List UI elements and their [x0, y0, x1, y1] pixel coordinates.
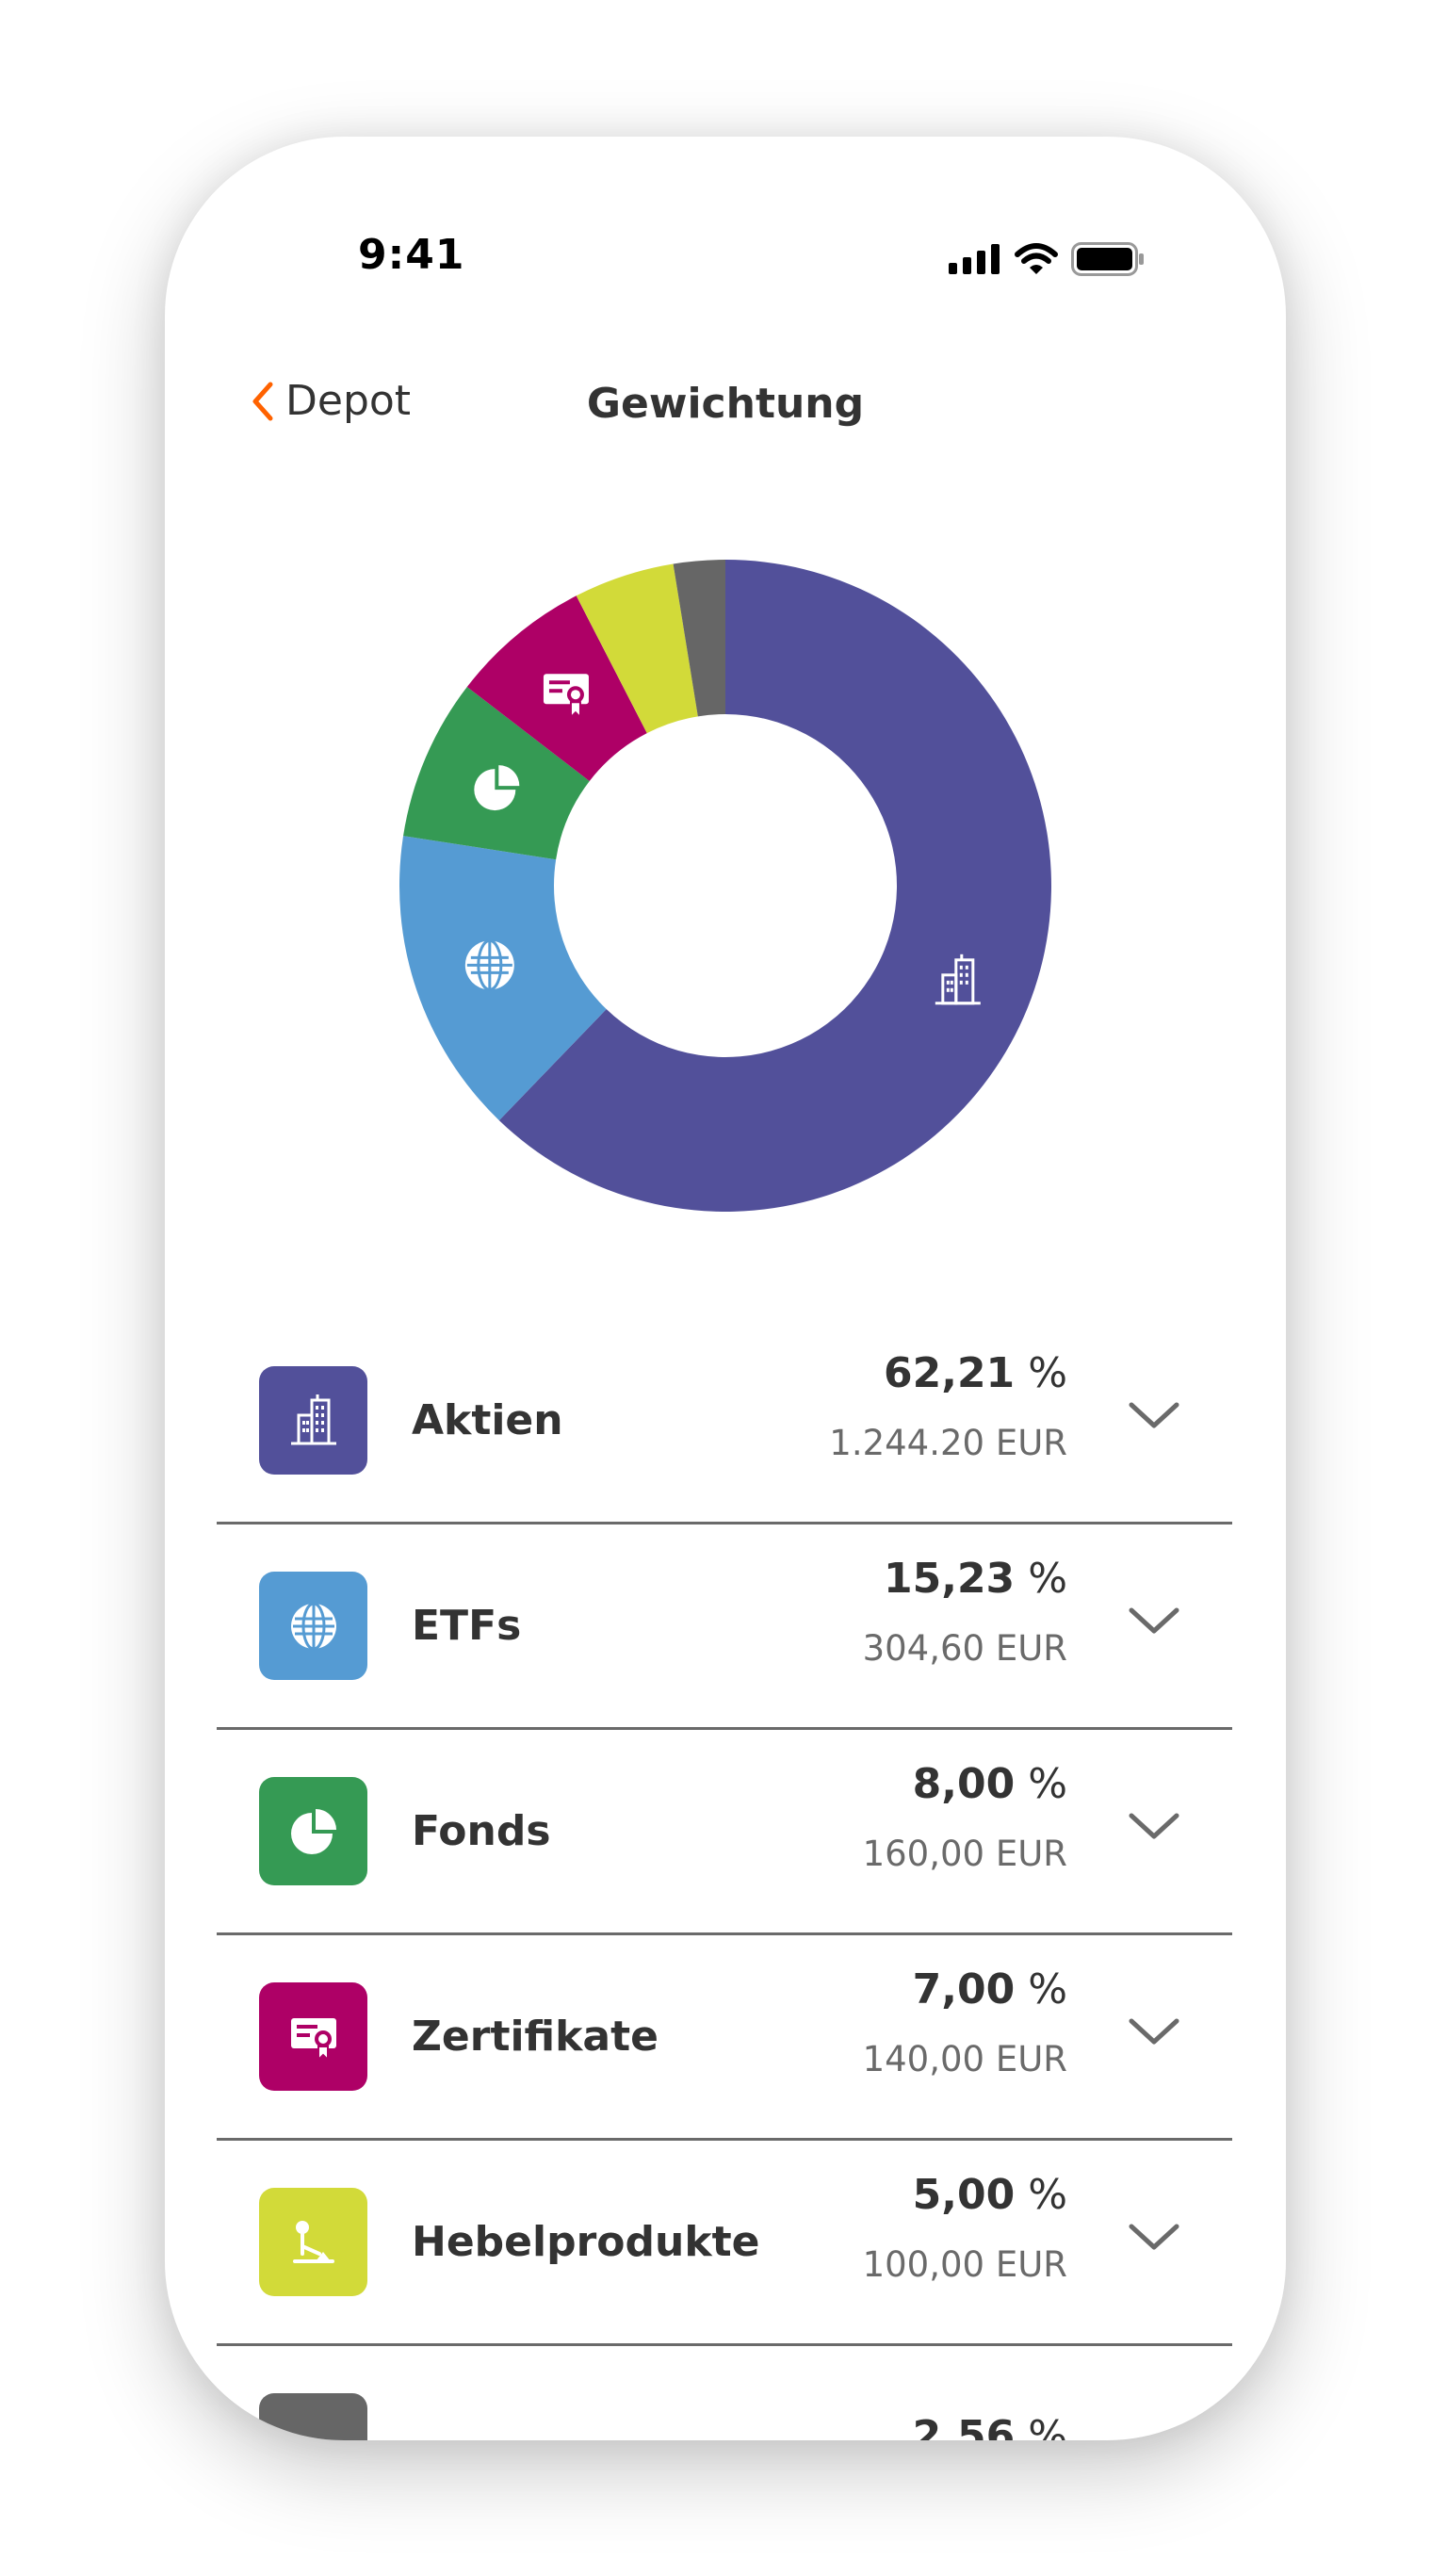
chevron-down-icon[interactable] — [1128, 1605, 1180, 1639]
position-name: ETFs — [412, 1602, 522, 1650]
back-label: Depot — [285, 377, 412, 425]
list-item-fonds[interactable]: Fonds 8,00 % 160,00 EUR — [217, 1730, 1232, 1935]
position-percent: 62,21 % — [884, 1349, 1067, 1397]
sonstige-icon-tile — [259, 2393, 367, 2440]
position-name: Fonds — [412, 1807, 551, 1855]
pie-chart-icon — [474, 765, 520, 811]
certificate-icon — [290, 2017, 336, 2062]
position-list: Aktien 62,21 % 1.244.20 EUR ETFs 15,23 — [217, 1319, 1232, 2440]
globe-icon — [290, 1602, 336, 1650]
position-name: Aktien — [412, 1396, 563, 1444]
globe-icon — [464, 938, 514, 991]
segment-fonds[interactable] — [403, 686, 590, 860]
position-percent: 8,00 % — [912, 1760, 1067, 1808]
hebelprodukte-icon-tile — [259, 2188, 367, 2296]
position-amount: 140,00 EUR — [862, 2039, 1067, 2079]
list-item-zertifikate[interactable]: Zertifikate 7,00 % 140,00 EUR — [217, 1935, 1232, 2141]
chevron-down-icon[interactable] — [1128, 2015, 1180, 2049]
aktien-icon-tile — [259, 1366, 367, 1475]
chevron-left-icon — [252, 382, 273, 420]
chevron-down-icon[interactable] — [1128, 1399, 1180, 1433]
position-percent: 5,00 % — [912, 2171, 1067, 2219]
chevron-down-icon[interactable] — [1128, 2221, 1180, 2255]
list-item-sonstige[interactable]: 2,56 % — [217, 2346, 1232, 2440]
building-icon — [935, 954, 981, 1005]
segment-aktien[interactable] — [498, 560, 1051, 1212]
fonds-icon-tile — [259, 1777, 367, 1885]
position-percent: 7,00 % — [912, 1965, 1067, 2014]
chevron-down-icon[interactable] — [1128, 1810, 1180, 1844]
phone-frame: 9:41 Depot Gewichtung — [165, 137, 1286, 2440]
battery-icon — [1071, 242, 1144, 276]
position-name: Hebelprodukte — [412, 2218, 760, 2266]
status-time: 9:41 — [358, 231, 465, 279]
position-amount: 1.244.20 EUR — [829, 1423, 1067, 1463]
position-amount: 304,60 EUR — [862, 1628, 1067, 1669]
lever-icon — [292, 2220, 334, 2263]
position-percent: 2,56 % — [912, 2412, 1067, 2440]
allocation-donut-chart — [399, 560, 1051, 1212]
status-icons — [949, 242, 1145, 276]
segment-sonstige[interactable] — [673, 560, 725, 717]
position-name: Zertifikate — [412, 2013, 659, 2061]
zertifikate-icon-tile — [259, 1982, 367, 2091]
list-item-hebelprodukte[interactable]: Hebelprodukte 5,00 % 100,00 EUR — [217, 2141, 1232, 2346]
segment-hebelprodukte[interactable] — [576, 563, 698, 734]
position-amount: 100,00 EUR — [862, 2244, 1067, 2285]
cellular-signal-icon — [949, 244, 1000, 274]
certificate-icon — [543, 674, 589, 720]
page-title: Gewichtung — [586, 380, 865, 428]
building-icon — [290, 1394, 336, 1444]
position-amount: 160,00 EUR — [862, 1834, 1067, 1874]
wifi-icon — [1015, 243, 1058, 274]
back-button[interactable]: Depot — [250, 377, 411, 425]
pie-chart-icon — [290, 1808, 336, 1854]
etfs-icon-tile — [259, 1572, 367, 1680]
list-item-aktien[interactable]: Aktien 62,21 % 1.244.20 EUR — [217, 1319, 1232, 1524]
list-item-etfs[interactable]: ETFs 15,23 % 304,60 EUR — [217, 1524, 1232, 1730]
position-percent: 15,23 % — [884, 1555, 1067, 1603]
